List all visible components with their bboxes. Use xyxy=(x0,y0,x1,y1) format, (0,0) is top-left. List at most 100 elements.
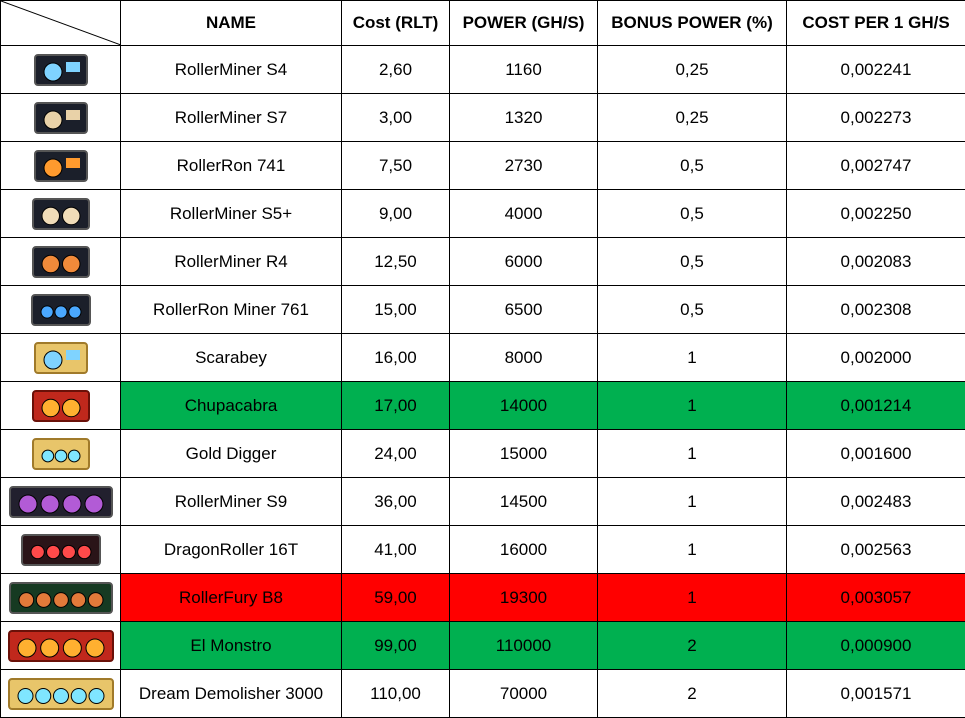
table-cell: 6500 xyxy=(450,286,598,334)
table-cell: 0,001600 xyxy=(787,430,965,478)
table-cell: 0,002563 xyxy=(787,526,965,574)
icon-cell xyxy=(1,478,121,526)
icon-fan xyxy=(85,495,103,513)
miner-icon xyxy=(34,52,88,88)
table-cell: 0,5 xyxy=(598,286,787,334)
icon-fan xyxy=(19,495,37,513)
icon-fan xyxy=(44,63,62,81)
table-cell: 2,60 xyxy=(342,46,450,94)
table-cell: 16000 xyxy=(450,526,598,574)
table-cell: 41,00 xyxy=(342,526,450,574)
icon-fan xyxy=(62,207,80,225)
table-cell: 0,5 xyxy=(598,142,787,190)
table-cell: 9,00 xyxy=(342,190,450,238)
icon-cell xyxy=(1,286,121,334)
header-cell: POWER (GH/S) xyxy=(450,1,598,46)
table-cell: RollerFury B8 xyxy=(121,574,342,622)
icon-fan xyxy=(42,255,60,273)
table-cell: Chupacabra xyxy=(121,382,342,430)
icon-fan xyxy=(40,639,58,657)
table-cell: 1 xyxy=(598,382,787,430)
icon-fan xyxy=(62,545,75,558)
icon-cell xyxy=(1,670,121,718)
icon-fan xyxy=(46,545,59,558)
icon-cell xyxy=(1,238,121,286)
table-cell: RollerRon Miner 761 xyxy=(121,286,342,334)
table-cell: 0,5 xyxy=(598,238,787,286)
miner-icon xyxy=(32,388,90,424)
table-cell: 1 xyxy=(598,574,787,622)
table-cell: 1 xyxy=(598,430,787,478)
table-cell: 1 xyxy=(598,334,787,382)
miner-icon xyxy=(34,100,88,136)
table-cell: 0,5 xyxy=(598,190,787,238)
table-cell: RollerMiner S4 xyxy=(121,46,342,94)
icon-fan xyxy=(62,255,80,273)
icon-fan xyxy=(86,639,104,657)
header-cell: COST PER 1 GH/S xyxy=(787,1,965,46)
table-cell: Dream Demolisher 3000 xyxy=(121,670,342,718)
icon-cell xyxy=(1,94,121,142)
icon-fan xyxy=(53,592,68,607)
icon-cell xyxy=(1,622,121,670)
header-cell: BONUS POWER (%) xyxy=(598,1,787,46)
table-cell: El Monstro xyxy=(121,622,342,670)
icon-fan xyxy=(68,305,80,317)
table-cell: 2 xyxy=(598,622,787,670)
table-cell: 110000 xyxy=(450,622,598,670)
icon-cell xyxy=(1,190,121,238)
miner-icon xyxy=(32,244,90,280)
icon-fan xyxy=(53,688,68,703)
icon-fan xyxy=(35,688,50,703)
table-cell: 0,002308 xyxy=(787,286,965,334)
table-cell: RollerMiner S5+ xyxy=(121,190,342,238)
icon-cell xyxy=(1,46,121,94)
miner-icon xyxy=(34,148,88,184)
icon-fan xyxy=(42,207,60,225)
table-cell: 19300 xyxy=(450,574,598,622)
icon-body xyxy=(33,199,89,229)
miner-icon xyxy=(8,628,114,664)
table-cell: RollerMiner S7 xyxy=(121,94,342,142)
icon-fan xyxy=(54,305,66,317)
icon-fan xyxy=(89,688,104,703)
table-cell: 16,00 xyxy=(342,334,450,382)
icon-panel xyxy=(66,350,80,360)
table-cell: 36,00 xyxy=(342,478,450,526)
icon-fan xyxy=(18,639,36,657)
icon-fan xyxy=(41,495,59,513)
table-cell: RollerMiner S9 xyxy=(121,478,342,526)
icon-fan xyxy=(63,639,81,657)
header-cell: NAME xyxy=(121,1,342,46)
icon-fan xyxy=(44,351,62,369)
table-cell: 70000 xyxy=(450,670,598,718)
table-cell: 0,002273 xyxy=(787,94,965,142)
header-cell: Cost (RLT) xyxy=(342,1,450,46)
header-row: NAME Cost (RLT) POWER (GH/S) BONUS POWER… xyxy=(1,1,965,46)
table-cell: 12,50 xyxy=(342,238,450,286)
table-cell: 0,002000 xyxy=(787,334,965,382)
icon-panel xyxy=(66,62,80,72)
icon-body xyxy=(33,247,89,277)
table-cell: 15000 xyxy=(450,430,598,478)
icon-cell xyxy=(1,334,121,382)
icon-fan xyxy=(31,545,44,558)
icon-fan xyxy=(88,592,103,607)
icon-panel xyxy=(66,158,80,168)
table-cell: 0,25 xyxy=(598,94,787,142)
table-cell: 1 xyxy=(598,526,787,574)
icon-cell xyxy=(1,574,121,622)
miner-icon xyxy=(8,676,114,712)
